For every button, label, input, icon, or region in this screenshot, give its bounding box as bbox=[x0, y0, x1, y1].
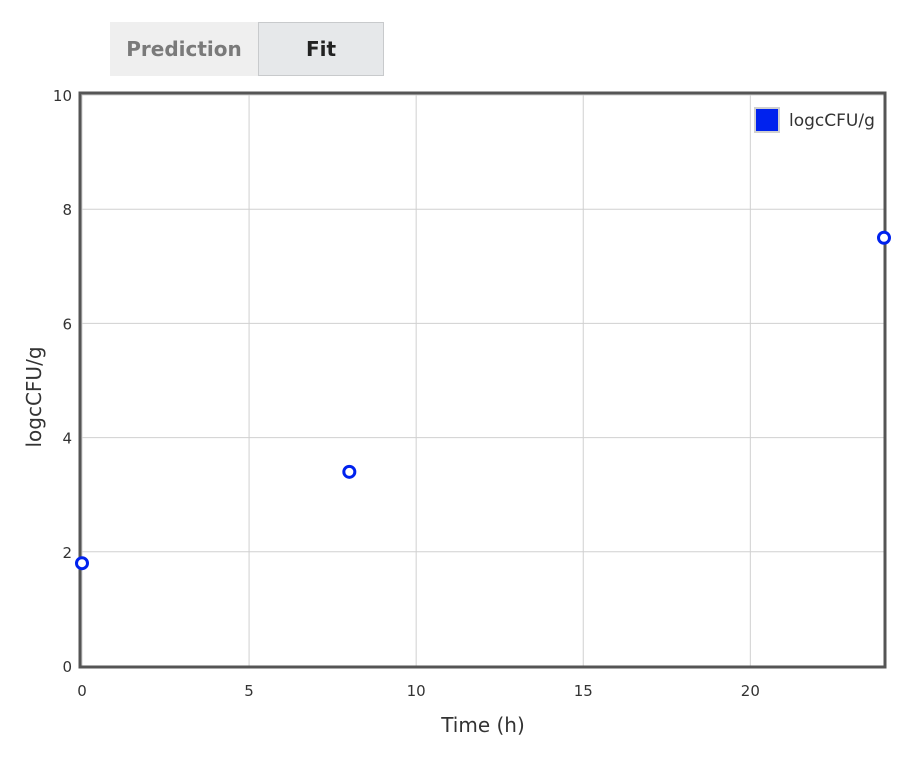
legend-label: logcCFU/g bbox=[789, 111, 875, 131]
x-tick-label: 20 bbox=[741, 682, 760, 700]
x-axis-label: Time (h) bbox=[440, 713, 525, 737]
y-tick-label: 6 bbox=[62, 315, 72, 333]
y-tick-label: 8 bbox=[62, 201, 72, 219]
view-tabs: Prediction Fit bbox=[110, 22, 384, 76]
y-tick-label: 0 bbox=[62, 658, 72, 676]
tab-fit[interactable]: Fit bbox=[258, 22, 384, 76]
tab-prediction[interactable]: Prediction bbox=[110, 22, 258, 76]
plot-frame bbox=[78, 91, 887, 669]
x-tick-label: 0 bbox=[77, 682, 87, 700]
legend-swatch bbox=[754, 107, 780, 133]
axis-ticks: 0 5 10 15 20 0 2 4 6 8 10 bbox=[53, 87, 760, 700]
y-tick-label: 10 bbox=[53, 87, 72, 105]
x-tick-label: 10 bbox=[407, 682, 426, 700]
legend[interactable]: logcCFU/g bbox=[754, 107, 875, 133]
y-tick-label: 4 bbox=[62, 430, 72, 448]
data-point[interactable] bbox=[877, 230, 891, 245]
x-tick-label: 5 bbox=[244, 682, 254, 700]
y-tick-label: 2 bbox=[62, 544, 72, 562]
data-points bbox=[75, 230, 891, 571]
x-tick-label: 15 bbox=[574, 682, 593, 700]
y-axis-label: logcCFU/g bbox=[22, 346, 46, 447]
data-point[interactable] bbox=[342, 464, 357, 479]
data-point[interactable] bbox=[75, 556, 89, 571]
grid bbox=[81, 94, 884, 667]
